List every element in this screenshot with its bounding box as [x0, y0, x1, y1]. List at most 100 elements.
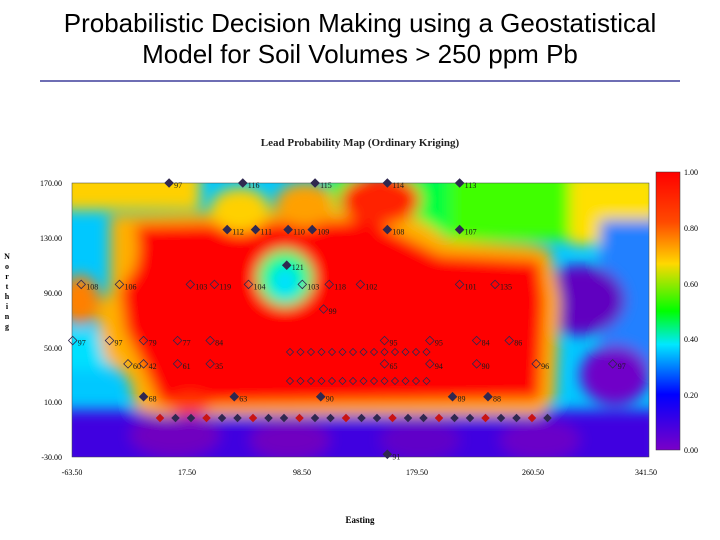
sample-label: 79	[149, 339, 157, 348]
boundary-marker	[434, 413, 444, 423]
sample-marker	[425, 335, 435, 346]
y-tick: 130.00	[40, 234, 62, 243]
sample-marker	[209, 279, 220, 290]
sample-label: 91	[392, 452, 400, 461]
sample-marker	[297, 279, 308, 290]
sample-marker	[205, 335, 215, 346]
sample-marker	[76, 279, 87, 290]
boundary-marker	[186, 413, 196, 423]
sample-label: 65	[390, 362, 398, 371]
boundary-marker	[326, 413, 335, 423]
title-divider	[40, 80, 680, 82]
sample-marker	[185, 279, 196, 290]
sample-marker	[338, 347, 347, 357]
sample-label: 97	[78, 339, 86, 348]
sample-marker	[172, 335, 183, 346]
boundary-marker	[450, 413, 459, 423]
map-title: Lead Probability Map (Ordinary Kriging)	[260, 137, 460, 149]
sample-marker	[348, 376, 358, 386]
sample-label: 119	[219, 282, 231, 291]
sample-label: 111	[261, 228, 272, 237]
sample-marker	[607, 359, 618, 369]
sample-marker	[369, 347, 379, 357]
sample-marker	[315, 391, 326, 402]
sample-marker	[229, 391, 240, 402]
sample-marker	[355, 279, 366, 290]
x-axis-label: Easting	[345, 515, 375, 525]
colorbar-tick: 0.60	[684, 280, 698, 289]
sample-marker	[296, 347, 305, 357]
boundary-marker	[481, 413, 490, 423]
y-tick: -30.00	[41, 453, 62, 462]
sample-marker	[172, 359, 183, 369]
sample-label: 112	[232, 228, 244, 237]
sample-marker	[504, 335, 515, 346]
sample-marker	[318, 304, 329, 314]
sample-marker	[411, 376, 421, 386]
colorbar-tick: 0.20	[684, 391, 698, 400]
sample-label: 90	[326, 395, 334, 404]
boundary-marker	[403, 413, 413, 423]
sample-marker	[401, 376, 410, 386]
sample-label: 108	[392, 228, 404, 237]
slide-title: Probabilistic Decision Making using a Ge…	[0, 8, 720, 70]
sample-marker	[138, 335, 149, 346]
boundary-marker	[341, 413, 351, 423]
sample-label: 113	[465, 181, 477, 190]
sample-marker	[425, 359, 435, 369]
sample-marker	[531, 359, 541, 369]
sample-label: 86	[514, 339, 522, 348]
sample-marker	[490, 279, 500, 290]
x-tick: 341.50	[635, 468, 657, 477]
sample-marker	[306, 347, 316, 357]
sample-marker	[205, 359, 215, 369]
boundary-marker	[279, 413, 289, 423]
sample-label: 96	[541, 362, 549, 371]
slide-title-line-1: Probabilistic Decision Making using a Ge…	[63, 8, 657, 38]
sample-marker	[138, 391, 149, 402]
sample-marker	[327, 347, 337, 357]
sample-label: 84	[215, 339, 223, 348]
sample-label: 118	[334, 282, 346, 291]
sample-marker	[471, 359, 482, 369]
sample-marker	[222, 224, 233, 235]
boundary-marker	[512, 413, 521, 423]
kriging-surface	[72, 183, 649, 457]
sample-marker	[237, 178, 248, 188]
boundary-marker	[264, 413, 273, 423]
boundary-marker	[372, 413, 382, 423]
sample-label: 68	[149, 395, 157, 404]
sample-marker	[359, 376, 368, 386]
sample-label: 97	[115, 339, 123, 348]
sample-marker	[285, 347, 295, 357]
sample-marker	[379, 359, 390, 369]
y-tick: 50.00	[44, 344, 62, 353]
sample-marker	[327, 376, 337, 386]
y-tick: 170.00	[40, 179, 62, 188]
sample-marker	[411, 347, 421, 357]
sample-marker	[281, 260, 292, 271]
sample-marker	[317, 347, 326, 357]
sample-label: 121	[292, 263, 304, 272]
sample-markers: 97 116 115 114 113 112 111 110 109 108 107 121 108 10…	[67, 178, 626, 461]
sample-label: 95	[435, 339, 443, 348]
sample-marker	[307, 224, 318, 235]
sample-label: 89	[458, 395, 466, 404]
boundary-marker	[233, 413, 242, 423]
sample-marker	[310, 178, 320, 188]
boundary-marker	[527, 413, 537, 423]
sample-marker	[382, 224, 393, 235]
sample-marker	[382, 178, 393, 188]
color-scale-bar	[655, 171, 681, 451]
x-tick: 98.50	[293, 468, 311, 477]
sample-marker	[338, 376, 347, 386]
sample-label: 107	[465, 228, 477, 237]
boundary-marker	[155, 413, 165, 423]
x-tick: -63.50	[61, 468, 83, 477]
sample-marker	[348, 347, 358, 357]
sample-marker	[283, 224, 293, 235]
sample-marker	[359, 347, 368, 357]
colorbar-tick: 0.40	[684, 335, 698, 344]
sample-label: 110	[293, 228, 305, 237]
boundary-marker	[310, 413, 320, 423]
